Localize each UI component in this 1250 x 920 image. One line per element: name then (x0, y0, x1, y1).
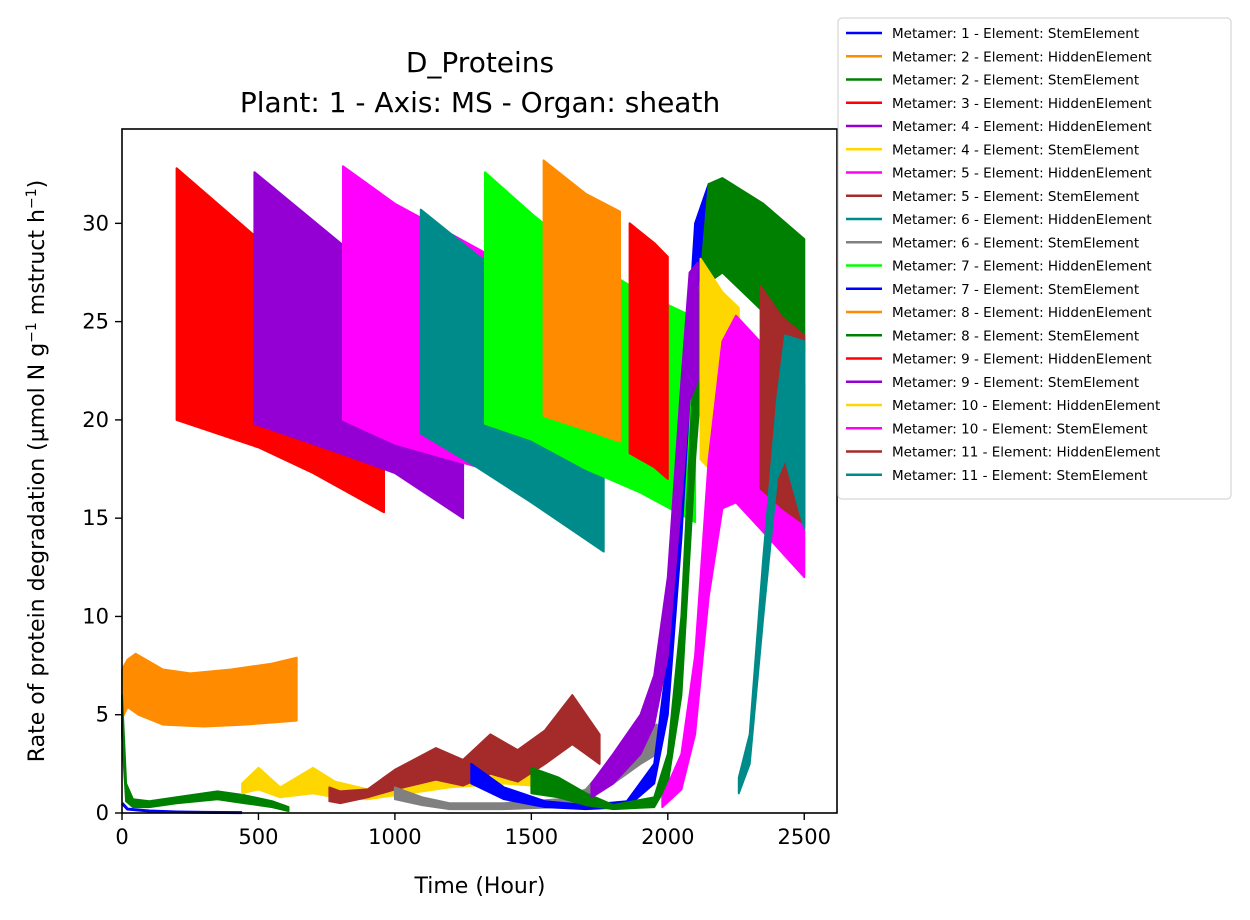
legend-label-17: Metamer: 10 - Element: HiddenElement (892, 398, 1160, 414)
series-20 (737, 334, 806, 795)
x-tick-label-5: 2500 (778, 825, 831, 849)
legend-frame (837, 17, 1232, 500)
x-tick-label-0: 0 (115, 825, 128, 849)
series-13 (542, 159, 621, 443)
y-tick-label-1: 5 (96, 703, 109, 727)
axes: 0 500 1000 1500 2000 2500 0 5 10 15 20 25 30 (82, 128, 838, 849)
legend-label-9: Metamer: 6 - Element: HiddenElement (892, 212, 1152, 228)
legend-label-12: Metamer: 7 - Element: StemElement (892, 282, 1139, 298)
legend-label-15: Metamer: 9 - Element: HiddenElement (892, 352, 1152, 368)
legend-label-1: Metamer: 1 - Element: StemElement (892, 26, 1139, 42)
y-tick-label-0: 0 (96, 801, 109, 825)
series-15 (628, 222, 669, 480)
x-axis-label: Time (Hour) (414, 874, 546, 899)
series-band-3 (121, 694, 290, 812)
series-band-2 (121, 652, 298, 728)
y-tick-label-6: 30 (82, 211, 109, 235)
legend-label-7: Metamer: 5 - Element: HiddenElement (892, 166, 1152, 182)
y-axis-label-part-1: Rate of protein degradation (µmol N g (25, 343, 50, 762)
legend: Metamer: 1 - Element: StemElement Metamer… (837, 17, 1232, 500)
x-tick-label-4: 2000 (641, 825, 694, 849)
y-axis-label: Rate of protein degradation (µmol N g−1 … (24, 180, 50, 762)
legend-label-5: Metamer: 4 - Element: HiddenElement (892, 119, 1152, 135)
legend-label-13: Metamer: 8 - Element: HiddenElement (892, 305, 1152, 321)
y-axis-label-part-2: mstruct h (25, 209, 50, 322)
series-band-20 (737, 334, 806, 795)
series-2 (121, 652, 298, 728)
legend-label-4: Metamer: 3 - Element: HiddenElement (892, 96, 1152, 112)
y-tick-label-5: 25 (82, 310, 109, 334)
chart-subtitle: Plant: 1 - Axis: MS - Organ: sheath (240, 86, 720, 119)
legend-label-19: Metamer: 11 - Element: HiddenElement (892, 445, 1160, 461)
series-band-15 (628, 222, 669, 480)
y-tick-label-4: 20 (82, 408, 109, 432)
plot-series (120, 159, 806, 815)
legend-label-18: Metamer: 10 - Element: StemElement (892, 421, 1148, 437)
series-band-13 (542, 159, 621, 443)
legend-label-2: Metamer: 2 - Element: HiddenElement (892, 49, 1152, 65)
legend-label-16: Metamer: 9 - Element: StemElement (892, 375, 1139, 391)
series-16 (590, 261, 699, 799)
x-tick-label-2: 1000 (368, 825, 421, 849)
y-tick-label-2: 10 (82, 604, 109, 628)
legend-label-11: Metamer: 7 - Element: HiddenElement (892, 259, 1152, 275)
legend-label-10: Metamer: 6 - Element: StemElement (892, 235, 1139, 251)
legend-label-8: Metamer: 5 - Element: StemElement (892, 189, 1139, 205)
x-tick-label-3: 1500 (505, 825, 558, 849)
legend-label-3: Metamer: 2 - Element: StemElement (892, 73, 1139, 89)
y-axis-label-sup-1: −1 (24, 322, 40, 343)
y-tick-label-3: 15 (82, 506, 109, 530)
y-axis-label-sup-2: −1 (24, 188, 40, 209)
series-band-16 (590, 261, 699, 799)
legend-label-14: Metamer: 8 - Element: StemElement (892, 328, 1139, 344)
legend-label-6: Metamer: 4 - Element: StemElement (892, 142, 1139, 158)
y-axis-label-part-3: ) (25, 180, 50, 189)
legend-label-20: Metamer: 11 - Element: StemElement (892, 468, 1148, 484)
chart-title: D_Proteins (406, 46, 554, 79)
x-tick-label-1: 500 (238, 825, 278, 849)
plot-frame (121, 128, 838, 814)
series-3 (121, 694, 290, 812)
